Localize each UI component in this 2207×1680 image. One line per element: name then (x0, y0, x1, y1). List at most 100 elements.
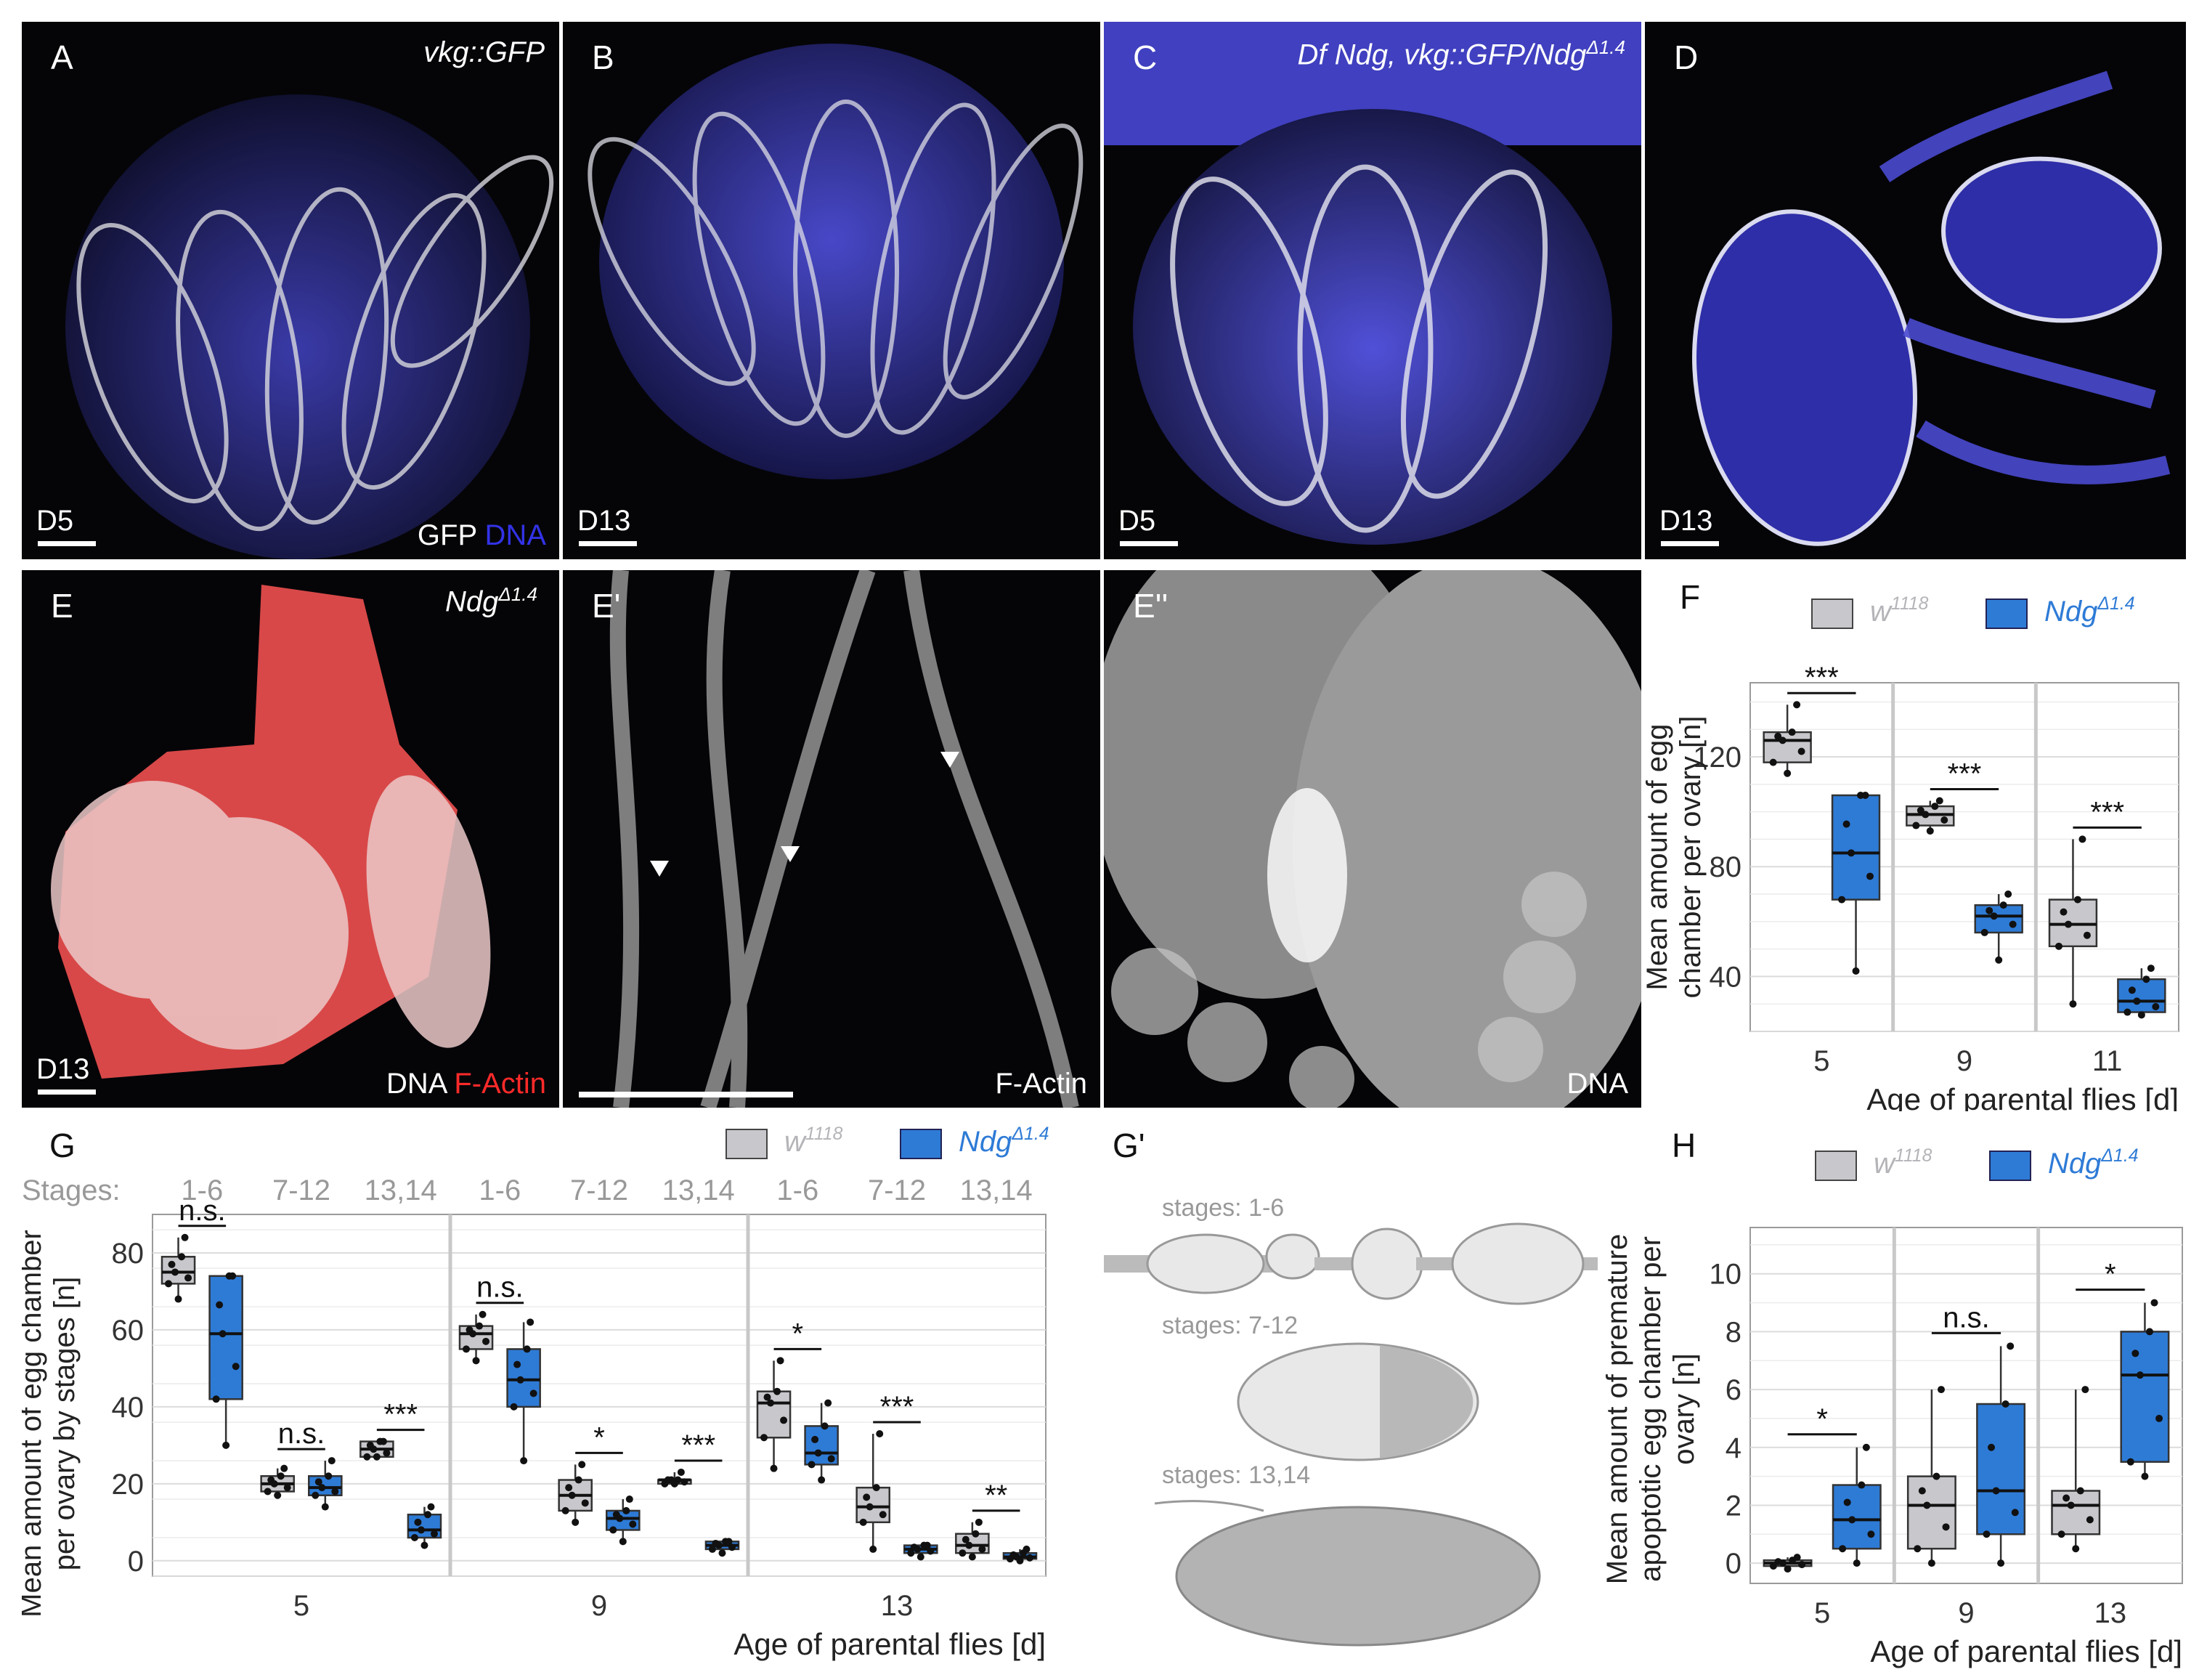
stage-group-label: 1-6 (479, 1174, 521, 1206)
panel-b-scale-bar (579, 541, 637, 546)
x-axis-title: Age of parental flies [d] (733, 1627, 1046, 1661)
box-wt-point (174, 1295, 182, 1303)
panel-c-genotype-sup: Δ1.4 (1586, 36, 1625, 58)
box-mut (2120, 1331, 2170, 1463)
box-wt-point (972, 1530, 980, 1538)
panel-c-scale-bar (1120, 541, 1178, 546)
box-mut-point (2133, 997, 2141, 1005)
legend-swatch-wt (725, 1129, 768, 1159)
box-wt-point (959, 1549, 967, 1557)
box-wt-point (476, 1322, 484, 1330)
legend-label-mut-sup: Δ1.4 (1011, 1124, 1049, 1144)
box-wt (2051, 1490, 2101, 1535)
panel-f-label: F (1680, 578, 1701, 616)
box-wt-point (1923, 1501, 1931, 1509)
box-wt-point (363, 1453, 371, 1461)
box-wt-point (572, 1518, 580, 1526)
box-mut-point (312, 1491, 320, 1499)
y-tick-label: 4 (1726, 1432, 1741, 1464)
box-mut-point (427, 1503, 435, 1511)
box-mut-point (1999, 901, 2007, 909)
box-wt-point (1784, 1565, 1792, 1573)
box-mut-point (229, 1272, 237, 1280)
box-mut-point (1852, 967, 1860, 975)
y-tick-label: 20 (112, 1469, 145, 1501)
box-wt-point (770, 1464, 778, 1472)
stage-label-13-14: stages: 13,14 (1162, 1461, 1311, 1489)
box-mut-point (1995, 956, 2003, 964)
box-mut-point (1848, 1516, 1856, 1524)
panel-h-label: H (1672, 1127, 1696, 1164)
box-mut-point (725, 1538, 733, 1546)
box-mut-point (1858, 1481, 1866, 1489)
box-mut-point (625, 1496, 633, 1504)
box-mut-point (1986, 906, 1993, 914)
box-mut-point (2128, 986, 2136, 994)
box-mut-point (1848, 849, 1856, 857)
box-wt-point (1931, 803, 1939, 811)
stage-label-1-6: stages: 1-6 (1162, 1194, 1285, 1222)
stages-label: Stages: (22, 1174, 121, 1206)
box-mut-point (1025, 1554, 1033, 1562)
box-mut-point (1983, 1530, 1991, 1538)
legend-swatch-mut (1989, 1151, 2031, 1181)
legend-label-mut: NdgΔ1.4 (2044, 594, 2135, 628)
y-tick-label: 8 (1726, 1316, 1741, 1348)
panel-e-double-prime: E'' DNA (1104, 570, 1641, 1108)
box-wt-point (2060, 908, 2068, 916)
stage-group-label: 1-6 (181, 1174, 223, 1206)
box-mut-point (2126, 1458, 2134, 1466)
box-mut-point (2155, 1414, 2163, 1422)
box-wt-point (578, 1461, 586, 1469)
stage-group-label: 13,14 (365, 1174, 437, 1206)
box-mut-point (619, 1538, 627, 1546)
box-wt-point (872, 1484, 880, 1492)
box-wt (1906, 1475, 1956, 1550)
box-wt-point (283, 1484, 291, 1492)
box-mut-point (1853, 1559, 1861, 1567)
panel-b-label: B (592, 38, 614, 76)
box-mut-point (328, 1457, 336, 1465)
box-wt-point (1797, 747, 1805, 755)
panel-g-prime-label: G' (1113, 1127, 1145, 1164)
panel-e-genotype: NdgΔ1.4 (445, 583, 537, 618)
y-tick-label: 80 (112, 1238, 145, 1270)
box-wt-point (1935, 797, 1943, 805)
box-wt-point (1793, 701, 1801, 709)
box-mut-point (2001, 1400, 2009, 1408)
box-mut-point (2123, 1008, 2131, 1016)
panel-e-prime-label: E' (592, 587, 621, 625)
box-mut-point (2011, 1509, 2019, 1517)
box-wt-point (581, 1499, 589, 1507)
y-tick-label: 0 (1726, 1548, 1741, 1580)
box-wt-point (767, 1399, 775, 1407)
stage-group-label: 13,14 (662, 1174, 735, 1206)
box-mut-point (811, 1435, 819, 1443)
legend-dna-blue: DNA (484, 519, 546, 551)
box-mut-point (1997, 1559, 2005, 1567)
box-mut-point (2136, 1371, 2144, 1379)
box-mut-point (516, 1376, 524, 1384)
box-mut-point (1988, 1443, 1996, 1451)
significance-label: ** (985, 1480, 1007, 1511)
box-wt-point (2072, 1545, 2080, 1553)
box-mut-point (520, 1457, 528, 1465)
box-mut-point (423, 1511, 431, 1519)
panel-e-prime-scale-bar (579, 1092, 793, 1097)
box-mut-point (513, 1360, 521, 1368)
panel-a-scale-bar (38, 541, 96, 546)
box-wt-point (2081, 1386, 2089, 1394)
box-mut-point (907, 1549, 915, 1557)
box-wt-point (680, 1478, 688, 1486)
significance-label: *** (1948, 758, 1982, 790)
box-mut-point (2007, 1342, 2015, 1350)
y-axis-title-line: ovary [n] (1668, 1353, 1700, 1464)
box-mut-point (1861, 791, 1869, 799)
box-mut-point (821, 1422, 829, 1430)
box-mut-point (2142, 975, 2150, 983)
box-wt-point (965, 1541, 973, 1549)
y-axis-title-line: Mean amount of premature (1601, 1234, 1633, 1584)
box-wt-point (472, 1357, 480, 1365)
panel-d-day: D13 (1659, 505, 1713, 537)
